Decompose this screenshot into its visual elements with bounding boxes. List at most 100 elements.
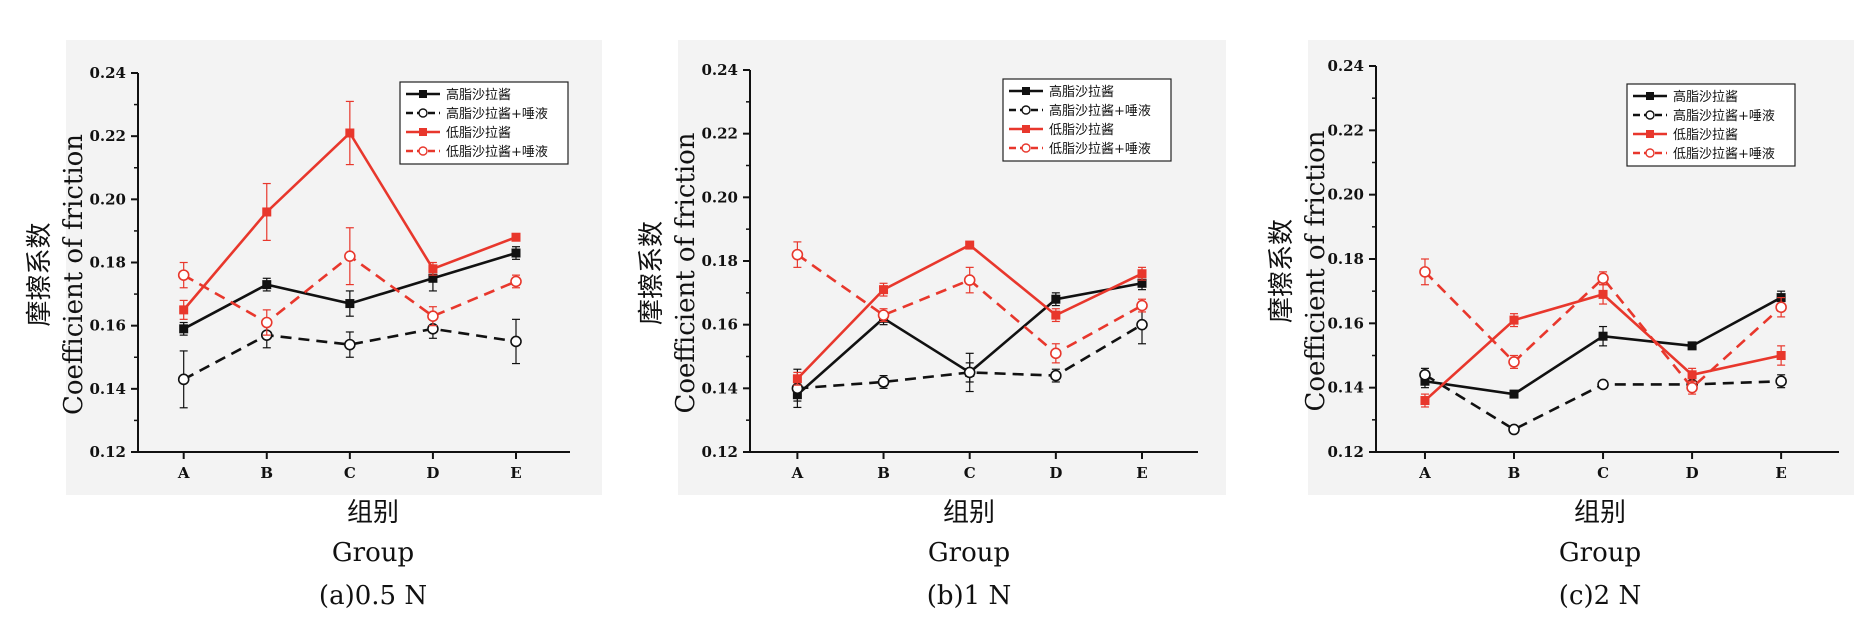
data-point <box>1597 272 1609 285</box>
data-point <box>1508 356 1520 368</box>
data-point <box>177 269 190 281</box>
legend-label: 高脂沙拉酱 <box>446 87 511 103</box>
y-tick-label: 0.16 <box>701 316 738 334</box>
data-point <box>179 324 189 334</box>
y-axis-label-cn: 摩擦系数 <box>1267 219 1297 323</box>
x-axis-label-en: Group <box>332 538 414 568</box>
legend-marker <box>1646 130 1654 138</box>
panel-caption: (a)0.5 N <box>319 581 427 611</box>
chart-panel-2: 0.12 0.14 0.16 0.18 0.20 0.22 0.24 A B C D E 摩擦系数 Coe… <box>637 40 1226 611</box>
data-point <box>1419 266 1431 278</box>
data-point <box>1775 375 1787 388</box>
legend-marker <box>418 146 428 156</box>
legend-marker <box>419 90 427 98</box>
legend-label: 高脂沙拉酱+唾液 <box>446 106 548 122</box>
y-axis-label-en: Coefficient of friction <box>671 132 701 413</box>
data-point <box>345 128 355 138</box>
series-4 <box>791 241 1148 364</box>
x-axis-label-cn: 组别 <box>347 498 399 528</box>
y-tick-label: 0.12 <box>1327 443 1364 461</box>
y-axis-label-cn: 摩擦系数 <box>25 222 55 326</box>
x-tick-label: C <box>1597 464 1609 482</box>
x-tick-label: E <box>1136 464 1147 482</box>
legend-marker <box>1646 92 1654 100</box>
legend-label: 高脂沙拉酱+唾液 <box>1673 108 1775 124</box>
chart-panel-3: 0.12 0.14 0.16 0.18 0.20 0.22 0.24 A B C D E 摩擦系数 Coe… <box>1267 40 1854 611</box>
y-tick-label: 0.22 <box>701 125 738 143</box>
legend-label: 高脂沙拉酱+唾液 <box>1049 103 1151 119</box>
data-point <box>510 335 522 348</box>
x-tick-label: A <box>791 464 804 482</box>
series-2 <box>791 304 1148 409</box>
y-axis-label: 摩擦系数 Coefficient of friction <box>25 134 89 415</box>
data-point <box>1137 278 1147 288</box>
data-point <box>963 366 976 379</box>
legend-label: 低脂沙拉酱 <box>1673 128 1738 143</box>
data-point <box>877 309 890 321</box>
x-tick-label: D <box>1049 464 1062 482</box>
data-point <box>428 273 438 283</box>
x-tick-label: A <box>177 464 190 482</box>
data-point <box>1775 301 1787 314</box>
data-point <box>1419 368 1431 381</box>
data-point <box>1687 341 1697 351</box>
y-tick-label: 0.20 <box>701 188 738 206</box>
data-point <box>1598 289 1608 299</box>
legend-marker <box>1021 143 1031 153</box>
series-3 <box>792 240 1147 386</box>
x-tick-label: C <box>964 464 976 482</box>
y-tick-label: 0.16 <box>89 317 126 335</box>
y-tick-label: 0.22 <box>89 127 126 145</box>
panel-caption: (c)2 N <box>1559 581 1641 611</box>
data-point <box>262 280 272 290</box>
series-4 <box>1419 258 1787 395</box>
data-point <box>965 240 975 250</box>
data-point <box>1051 310 1061 320</box>
data-point <box>1509 389 1519 399</box>
data-point <box>1687 370 1697 380</box>
data-point <box>792 374 802 384</box>
data-point <box>344 250 356 262</box>
data-point <box>262 207 272 217</box>
y-tick-label: 0.18 <box>1327 250 1364 268</box>
y-tick-label: 0.20 <box>89 190 126 208</box>
x-tick-label: B <box>877 464 890 482</box>
y-tick-label: 0.12 <box>89 443 126 461</box>
data-point <box>511 232 521 242</box>
x-tick-label: B <box>1508 464 1521 482</box>
legend-label: 低脂沙拉酱 <box>446 126 511 141</box>
x-tick-label: D <box>426 464 439 482</box>
data-point <box>1509 315 1519 325</box>
legend-marker <box>1645 148 1655 158</box>
data-point <box>1051 294 1061 304</box>
data-point <box>1136 318 1148 331</box>
x-axis-label-en: Group <box>1559 538 1641 568</box>
y-tick-label: 0.12 <box>701 443 738 461</box>
x-axis-label-cn: 组别 <box>943 498 995 528</box>
x-tick-label: C <box>344 464 356 482</box>
series-4 <box>177 227 522 336</box>
data-point <box>260 316 273 329</box>
x-axis-label-en: Group <box>928 538 1010 568</box>
y-tick-label: 0.22 <box>1327 121 1364 139</box>
data-point <box>1050 369 1062 382</box>
legend-marker <box>418 108 428 118</box>
data-point <box>1776 351 1786 360</box>
legend-marker <box>1022 87 1030 95</box>
y-axis-label: 摩擦系数 Coefficient of friction <box>637 132 701 413</box>
y-tick-label: 0.16 <box>1327 314 1364 332</box>
data-point <box>1508 423 1520 436</box>
y-axis-label: 摩擦系数 Coefficient of friction <box>1267 130 1331 411</box>
series-line <box>183 327 517 381</box>
data-point <box>791 248 804 261</box>
panel-caption: (b)1 N <box>927 581 1012 611</box>
legend-label: 低脂沙拉酱+唾液 <box>446 145 548 160</box>
data-point <box>511 248 521 258</box>
legend-marker <box>419 128 427 136</box>
data-point <box>963 274 976 286</box>
y-tick-label: 0.14 <box>1327 379 1364 397</box>
data-point <box>1686 381 1698 394</box>
